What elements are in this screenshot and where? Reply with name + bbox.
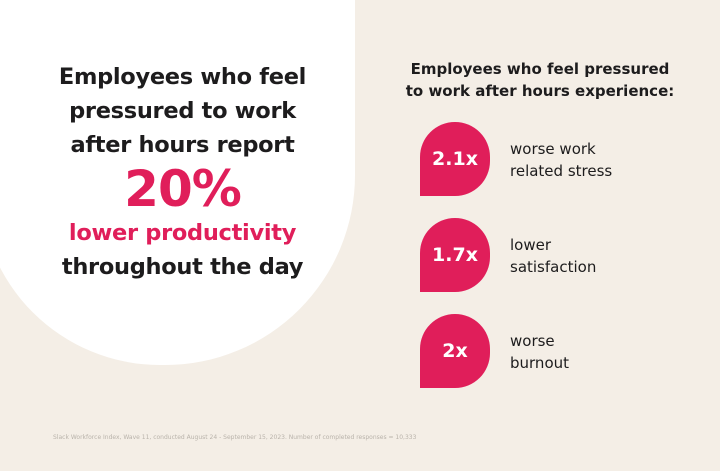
stat-item-stress: 2.1x worse work related stress	[420, 122, 700, 198]
right-heading-line: to work after hours experience:	[405, 82, 675, 100]
white-background-shape	[0, 0, 355, 365]
stat-label-line: related stress	[510, 162, 613, 180]
headline-stat: 20%	[124, 160, 242, 218]
headline-tail: throughout the day	[61, 254, 304, 280]
headline-block: Employees who feel pressured to work aft…	[30, 60, 335, 284]
stat-label-line: satisfaction	[510, 258, 597, 276]
headline-stat-label: lower productivity	[68, 220, 297, 246]
stat-label-line: worse	[510, 332, 555, 350]
stat-label: lower satisfaction	[510, 234, 596, 278]
teardrop-badge: 2x	[420, 314, 490, 388]
stat-label: worse burnout	[510, 330, 569, 374]
stat-item-burnout: 2x worse burnout	[420, 314, 700, 390]
stat-item-satisfaction: 1.7x lower satisfaction	[420, 218, 700, 294]
headline-line: Employees who feel	[58, 64, 307, 90]
stat-label-line: burnout	[510, 354, 570, 372]
headline-line: pressured to work	[69, 98, 296, 124]
stat-label-line: worse work	[510, 140, 596, 158]
teardrop-badge: 2.1x	[420, 122, 490, 196]
right-heading-line: Employees who feel pressured	[410, 60, 670, 78]
stat-label: worse work related stress	[510, 138, 612, 182]
teardrop-badge: 1.7x	[420, 218, 490, 292]
footnote: Slack Workforce Index, Wave 11, conducte…	[53, 434, 417, 441]
right-heading: Employees who feel pressured to work aft…	[395, 58, 685, 102]
headline-line: after hours report	[70, 132, 295, 158]
stat-label-line: lower	[510, 236, 552, 254]
